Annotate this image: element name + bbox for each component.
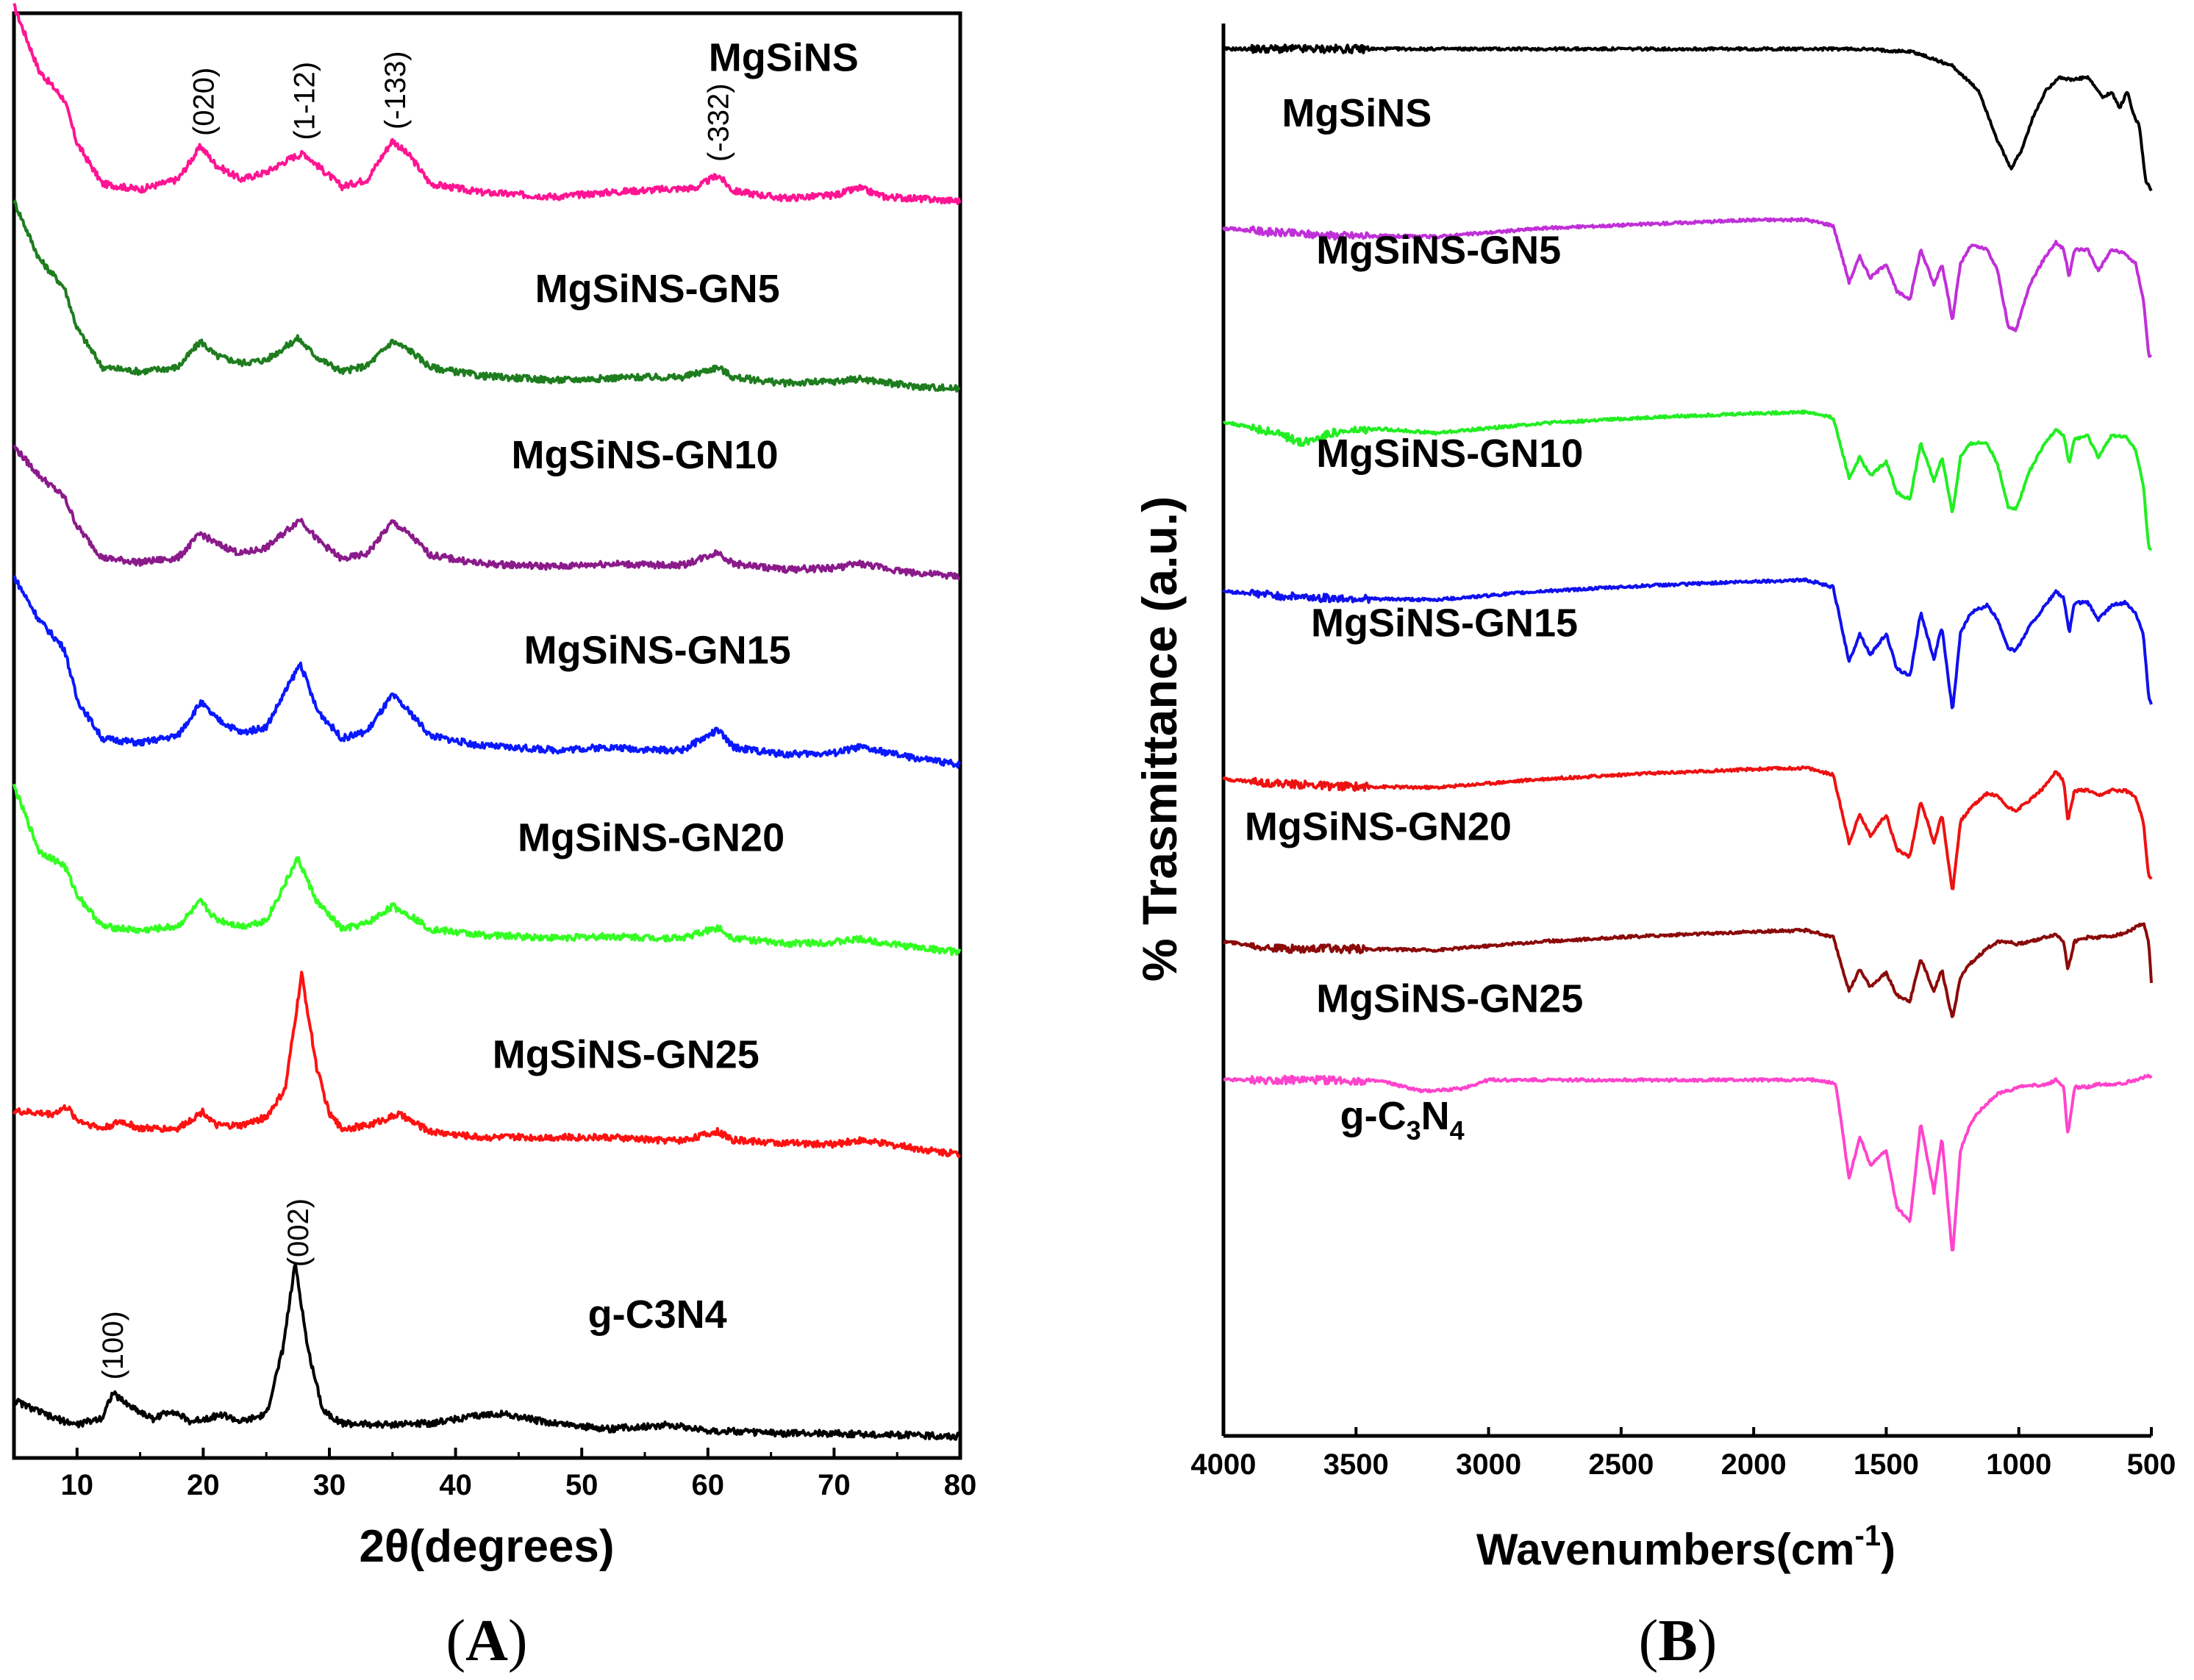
ftir-series-label-mgsins-gn20: MgSiNS-GN20 bbox=[1245, 804, 1512, 848]
ftir-x-tick-label: 4000 bbox=[1191, 1448, 1257, 1481]
xrd-x-tick-label: 50 bbox=[565, 1469, 598, 1501]
ftir-series-label-mgsins: MgSiNS bbox=[1282, 91, 1432, 135]
xrd-series-label-mgsins: MgSiNS bbox=[709, 36, 859, 80]
xrd-trace-mgsins-gn15 bbox=[12, 575, 962, 769]
panel-a-caption: (A) bbox=[446, 1609, 527, 1673]
ftir-series-label-mgsins-gn25: MgSiNS-GN25 bbox=[1316, 977, 1583, 1021]
xrd-series-label-g-c3n4: g-C3N4 bbox=[588, 1293, 727, 1337]
panel-a-x-axis-title: 2θ(degrees) bbox=[359, 1521, 614, 1572]
ftir-trace-mgsins-gn5 bbox=[1222, 217, 2153, 358]
xrd-trace-mgsins bbox=[12, 2, 962, 205]
panel-a-x-axis-ticks: 10 20 30 40 50 60 70 80 bbox=[12, 1448, 977, 1501]
ftir-series-label-mgsins-gn10: MgSiNS-GN10 bbox=[1316, 432, 1583, 476]
xrd-peak-label-332: (-332) bbox=[703, 83, 735, 162]
ftir-trace-mgsins bbox=[1223, 43, 2153, 192]
xrd-x-tick-label: 20 bbox=[187, 1469, 220, 1501]
ftir-x-tick-label: 500 bbox=[2127, 1448, 2176, 1481]
ftir-trace-mgsins-gn20 bbox=[1222, 765, 2153, 890]
xrd-peak-label-1-12: (1-12) bbox=[289, 62, 321, 140]
ftir-series-label-g-c3n4: g-C3N4 bbox=[1340, 1094, 1465, 1145]
xrd-series-label-mgsins-gn25: MgSiNS-GN25 bbox=[493, 1032, 760, 1076]
panel-b-series-labels: MgSiNS MgSiNS-GN5 MgSiNS-GN10 MgSiNS-GN15 Mg… bbox=[1245, 91, 1583, 1145]
xrd-series-label-mgsins-gn15: MgSiNS-GN15 bbox=[524, 628, 791, 672]
xrd-x-tick-label: 40 bbox=[439, 1469, 472, 1501]
xrd-trace-mgsins-gn5 bbox=[12, 199, 961, 393]
xrd-x-tick-label: 70 bbox=[818, 1469, 851, 1501]
xrd-x-tick-label: 60 bbox=[692, 1469, 725, 1501]
xrd-x-tick-label: 10 bbox=[61, 1469, 94, 1501]
xrd-peak-label-002: (002) bbox=[282, 1198, 315, 1267]
xrd-peak-label-020: (020) bbox=[187, 68, 220, 136]
xrd-series-label-mgsins-gn20: MgSiNS-GN20 bbox=[518, 816, 785, 860]
xrd-x-tick-label: 30 bbox=[313, 1469, 346, 1501]
panel-b-ftir-chart: MgSiNS MgSiNS-GN5 MgSiNS-GN10 MgSiNS-GN15 Mg… bbox=[1132, 24, 2176, 1673]
ftir-series-label-mgsins-gn15: MgSiNS-GN15 bbox=[1311, 601, 1578, 646]
xrd-x-tick-label: 80 bbox=[944, 1469, 977, 1501]
panel-b-series-traces bbox=[1222, 43, 2153, 1252]
panel-a-xrd-chart: MgSiNS MgSiNS-GN5 MgSiNS-GN10 MgSiNS-GN15 Mg… bbox=[12, 2, 977, 1673]
ftir-series-label-mgsins-gn5: MgSiNS-GN5 bbox=[1316, 229, 1561, 273]
panel-a-series-labels: MgSiNS MgSiNS-GN5 MgSiNS-GN10 MgSiNS-GN15 Mg… bbox=[493, 36, 859, 1337]
xrd-trace-mgsins-gn20 bbox=[12, 783, 962, 957]
panel-b-x-axis-title: Wavenumbers(cm-1) bbox=[1476, 1520, 1895, 1574]
panel-a-peak-annotations: (020) (1-12) (-133) (-332) (100) (002) bbox=[97, 51, 735, 1379]
xrd-trace-g-c3n4 bbox=[13, 1262, 961, 1441]
ftir-x-tick-label: 1000 bbox=[1986, 1448, 2051, 1481]
ftir-x-tick-label: 1500 bbox=[1854, 1448, 1919, 1481]
xrd-peak-label-100: (100) bbox=[97, 1311, 129, 1379]
panel-b-caption: (B) bbox=[1639, 1609, 1718, 1673]
ftir-trace-mgsins-gn15 bbox=[1222, 577, 2153, 709]
ftir-trace-g-c3n4 bbox=[1223, 1073, 2153, 1252]
ftir-x-tick-label: 2500 bbox=[1588, 1448, 1654, 1481]
xrd-series-label-mgsins-gn10: MgSiNS-GN10 bbox=[511, 433, 778, 477]
panel-a-series-traces bbox=[12, 2, 962, 1441]
xrd-trace-mgsins-gn25 bbox=[12, 971, 962, 1159]
xrd-series-label-mgsins-gn5: MgSiNS-GN5 bbox=[535, 267, 780, 311]
ftir-x-tick-label: 2000 bbox=[1721, 1448, 1787, 1481]
panel-b-y-axis-title: % Trasmittance (a.u.) bbox=[1132, 496, 1187, 982]
panel-a-plot-frame bbox=[12, 11, 962, 1460]
xrd-trace-mgsins-gn10 bbox=[12, 444, 961, 581]
ftir-trace-mgsins-gn10 bbox=[1222, 409, 2153, 551]
ftir-x-tick-label: 3500 bbox=[1323, 1448, 1389, 1481]
ftir-trace-mgsins-gn25 bbox=[1223, 922, 2153, 1018]
xrd-peak-label-133: (-133) bbox=[379, 51, 412, 129]
ftir-x-tick-label: 3000 bbox=[1456, 1448, 1521, 1481]
panel-b-x-axis-ticks: 4000 3500 3000 2500 2000 1500 1000 500 bbox=[1191, 1427, 2176, 1481]
